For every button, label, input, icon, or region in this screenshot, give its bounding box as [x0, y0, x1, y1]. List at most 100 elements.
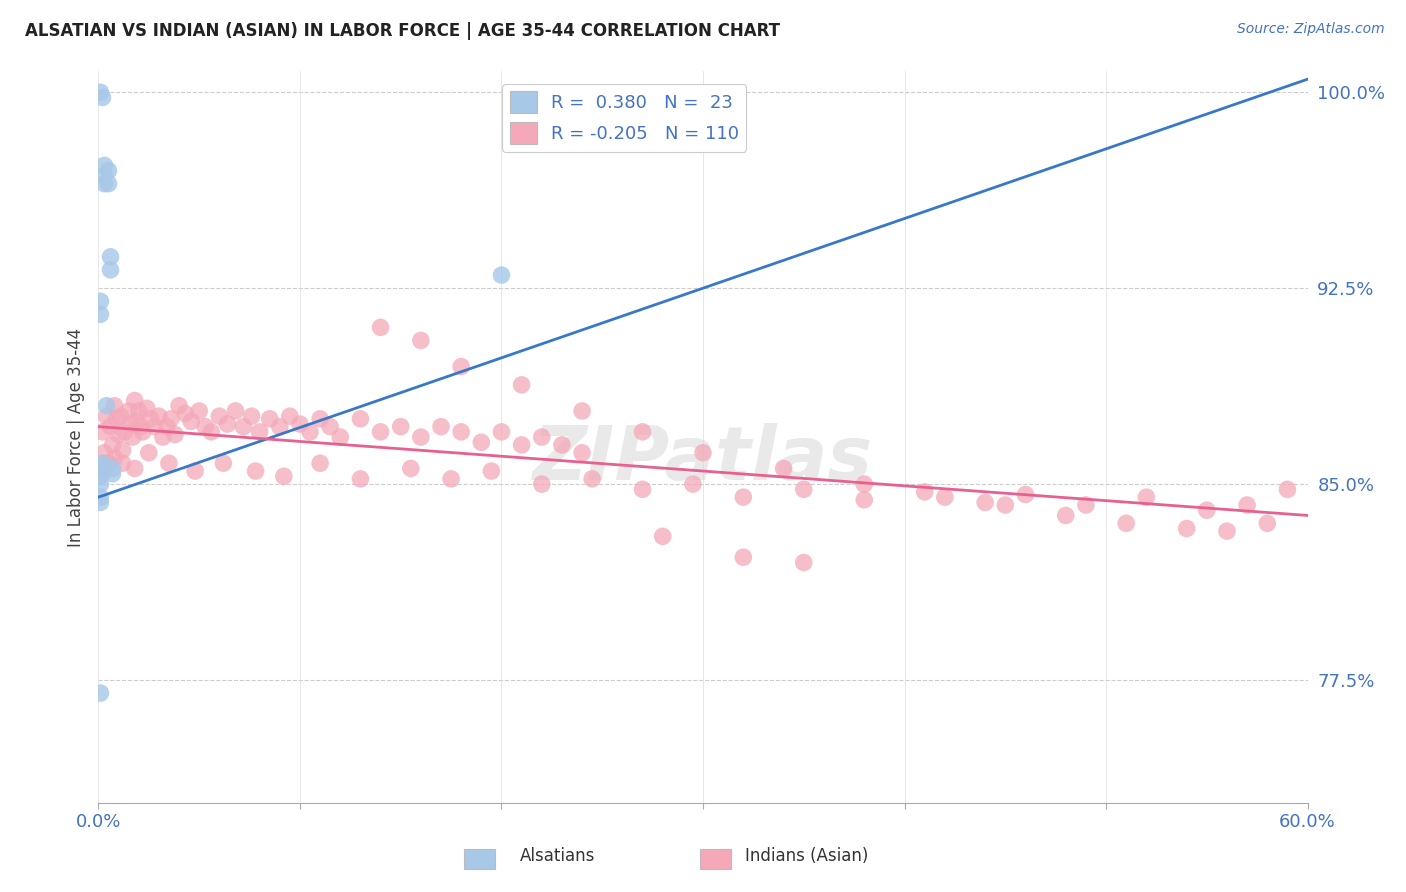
- Point: [89, 469, 111, 483]
- Point: [89, 495, 111, 509]
- Point: [139, 411, 162, 425]
- Point: [1175, 522, 1198, 536]
- Point: [118, 404, 141, 418]
- Point: [470, 435, 492, 450]
- Point: [309, 411, 332, 425]
- Point: [240, 409, 263, 424]
- Point: [1115, 516, 1137, 531]
- Point: [93, 464, 115, 478]
- Point: [288, 417, 311, 431]
- Point: [914, 485, 936, 500]
- Point: [103, 450, 125, 465]
- Point: [184, 464, 207, 478]
- Point: [188, 404, 211, 418]
- Point: [1216, 524, 1239, 538]
- Point: [581, 472, 603, 486]
- Point: [440, 472, 463, 486]
- Point: [934, 490, 956, 504]
- Point: [571, 404, 593, 418]
- Point: [97, 177, 120, 191]
- Point: [245, 464, 267, 478]
- Point: [259, 411, 281, 425]
- Point: [110, 409, 132, 424]
- Point: [91, 425, 114, 439]
- Point: [93, 158, 115, 172]
- Point: [491, 268, 513, 282]
- Point: [167, 399, 190, 413]
- Y-axis label: In Labor Force | Age 35-44: In Labor Force | Age 35-44: [66, 327, 84, 547]
- Point: [309, 456, 332, 470]
- Point: [631, 425, 654, 439]
- Point: [370, 320, 392, 334]
- Point: [125, 414, 148, 428]
- Point: [319, 419, 342, 434]
- Point: [124, 393, 146, 408]
- Point: [93, 446, 115, 460]
- Point: [349, 472, 371, 486]
- Point: [1277, 483, 1299, 497]
- Point: [409, 430, 432, 444]
- Point: [329, 430, 352, 444]
- Point: [1256, 516, 1278, 531]
- Point: [96, 399, 118, 413]
- Point: [89, 686, 111, 700]
- Point: [370, 425, 392, 439]
- Point: [97, 456, 120, 470]
- Point: [510, 438, 533, 452]
- Point: [772, 461, 794, 475]
- Point: [91, 456, 114, 470]
- Point: [97, 163, 120, 178]
- Point: [733, 490, 755, 504]
- Point: [101, 467, 124, 481]
- Point: [409, 334, 432, 348]
- Point: [224, 404, 246, 418]
- Point: [89, 307, 111, 321]
- Point: [89, 477, 111, 491]
- Point: [692, 446, 714, 460]
- Point: [89, 490, 111, 504]
- Point: [100, 419, 122, 434]
- Point: [97, 456, 120, 470]
- Point: [89, 85, 111, 99]
- Point: [163, 427, 186, 442]
- Point: [120, 417, 142, 431]
- Point: [994, 498, 1017, 512]
- Point: [551, 438, 574, 452]
- Point: [269, 419, 291, 434]
- Point: [1054, 508, 1077, 523]
- Point: [157, 456, 180, 470]
- Point: [571, 446, 593, 460]
- Point: [111, 443, 134, 458]
- Point: [174, 407, 197, 421]
- Point: [143, 419, 166, 434]
- Point: [481, 464, 503, 478]
- Point: [128, 404, 150, 418]
- Point: [278, 409, 301, 424]
- Point: [138, 446, 160, 460]
- Text: ZIPatlas: ZIPatlas: [533, 423, 873, 496]
- Point: [160, 411, 183, 425]
- Point: [180, 414, 202, 428]
- Point: [93, 177, 115, 191]
- Point: [651, 529, 673, 543]
- Point: [530, 430, 553, 444]
- Point: [135, 401, 157, 416]
- Point: [232, 419, 254, 434]
- Point: [129, 419, 152, 434]
- Point: [430, 419, 453, 434]
- Point: [450, 359, 472, 374]
- Point: [93, 461, 115, 475]
- Point: [101, 438, 124, 452]
- Point: [491, 425, 513, 439]
- Point: [111, 456, 134, 470]
- Point: [200, 425, 222, 439]
- Point: [1236, 498, 1258, 512]
- Point: [793, 556, 815, 570]
- Point: [89, 458, 111, 473]
- Point: [212, 456, 235, 470]
- Point: [100, 263, 122, 277]
- Legend: R =  0.380   N =  23, R = -0.205   N = 110: R = 0.380 N = 23, R = -0.205 N = 110: [502, 84, 747, 152]
- Point: [299, 425, 322, 439]
- Point: [1014, 487, 1036, 501]
- Point: [217, 417, 239, 431]
